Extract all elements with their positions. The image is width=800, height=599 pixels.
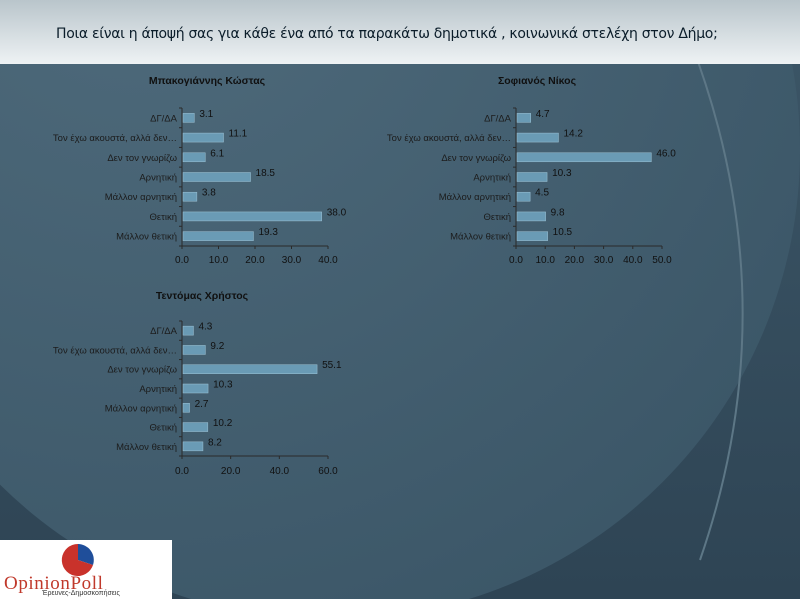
bar bbox=[516, 113, 531, 123]
data-label: 55.1 bbox=[322, 360, 342, 371]
data-label: 8.2 bbox=[208, 437, 222, 448]
data-label: 18.5 bbox=[256, 168, 276, 179]
data-label: 2.7 bbox=[195, 399, 209, 410]
bar bbox=[516, 211, 546, 222]
bar bbox=[182, 345, 206, 355]
bar bbox=[182, 364, 318, 374]
opinionpoll-logo bbox=[0, 540, 172, 599]
x-tick-label: 60.0 bbox=[318, 466, 338, 477]
category-label: Δεν τον γνωρίζω bbox=[107, 365, 177, 376]
category-label: Μάλλον θετική bbox=[450, 232, 511, 243]
data-label: 10.5 bbox=[553, 227, 573, 238]
logo-name: OpinionPoll bbox=[4, 573, 104, 594]
logo-subtitle: Έρευνες-Δημοσκοπήσεις bbox=[42, 590, 120, 597]
x-tick-label: 40.0 bbox=[318, 255, 338, 266]
bar bbox=[182, 191, 198, 202]
category-label: Δεν τον γνωρίζω bbox=[441, 153, 511, 164]
x-tick-label: 40.0 bbox=[270, 466, 290, 477]
category-label: Τον έχω ακουστά, αλλά δεν… bbox=[387, 133, 511, 144]
category-label: Μάλλον αρνητική bbox=[439, 192, 511, 203]
category-label: Μάλλον θετική bbox=[116, 232, 177, 243]
x-tick-label: 30.0 bbox=[282, 255, 302, 266]
category-label: ΔΓ/ΔΑ bbox=[150, 326, 178, 337]
data-label: 10.2 bbox=[213, 418, 233, 429]
category-label: Θετική bbox=[149, 423, 177, 434]
title-bar bbox=[0, 0, 800, 64]
bar bbox=[182, 441, 204, 452]
data-label: 10.3 bbox=[552, 168, 572, 179]
bar bbox=[182, 403, 190, 413]
bar bbox=[182, 325, 194, 336]
x-tick-label: 10.0 bbox=[209, 255, 229, 266]
bar bbox=[182, 132, 224, 143]
chart-title: Τεντόμας Χρήστος bbox=[156, 290, 249, 302]
x-tick-label: 30.0 bbox=[594, 255, 614, 266]
category-label: Θετική bbox=[483, 212, 511, 223]
data-label: 10.3 bbox=[213, 380, 233, 391]
data-label: 46.0 bbox=[656, 148, 676, 159]
bar bbox=[516, 172, 548, 182]
bar bbox=[182, 152, 206, 163]
data-label: 19.3 bbox=[258, 227, 278, 238]
bar bbox=[182, 383, 209, 394]
data-label: 4.7 bbox=[536, 109, 550, 120]
logo-pie-icon bbox=[61, 543, 94, 576]
category-label: Αρνητική bbox=[139, 384, 177, 395]
category-label: ΔΓ/ΔΑ bbox=[150, 113, 178, 124]
data-label: 4.3 bbox=[198, 322, 212, 333]
category-label: Μάλλον θετική bbox=[116, 442, 177, 453]
bar bbox=[182, 422, 209, 432]
category-label: Τον έχω ακουστά, αλλά δεν… bbox=[53, 133, 177, 144]
data-label: 38.0 bbox=[327, 207, 347, 218]
x-tick-label: 0.0 bbox=[175, 255, 189, 266]
x-tick-label: 50.0 bbox=[652, 255, 672, 266]
bar bbox=[516, 132, 559, 143]
category-label: Μάλλον αρνητική bbox=[105, 192, 177, 203]
data-label: 9.2 bbox=[210, 341, 224, 352]
category-label: Αρνητική bbox=[139, 173, 177, 184]
data-label: 11.1 bbox=[229, 129, 248, 140]
chart-title: Μπακογιάννης Κώστας bbox=[149, 75, 266, 87]
data-label: 14.2 bbox=[563, 129, 583, 140]
data-label: 3.1 bbox=[199, 109, 213, 120]
chart-3: Τεντόμας Χρήστος ΔΓ/ΔΑ 4.3 Τον έχω ακουστά,… bbox=[53, 290, 342, 477]
chart-2: Σοφιανός Νίκος ΔΓ/ΔΑ 4.7 Τον έχω ακουστά, α… bbox=[387, 75, 676, 266]
page-title: Ποια είναι η άποψή σας για κάθε ένα από … bbox=[56, 26, 718, 42]
x-tick-label: 0.0 bbox=[175, 466, 189, 477]
x-tick-label: 40.0 bbox=[623, 255, 643, 266]
chart-title: Σοφιανός Νίκος bbox=[498, 75, 577, 87]
x-tick-label: 20.0 bbox=[221, 466, 241, 477]
category-label: ΔΓ/ΔΑ bbox=[484, 113, 512, 124]
category-label: Αρνητική bbox=[473, 173, 511, 184]
bar bbox=[182, 211, 322, 222]
background-arc bbox=[689, 39, 744, 561]
bar bbox=[516, 152, 652, 163]
bar bbox=[182, 113, 195, 123]
bar bbox=[516, 191, 531, 202]
x-tick-label: 20.0 bbox=[565, 255, 585, 266]
data-label: 3.8 bbox=[202, 188, 216, 199]
bar bbox=[516, 231, 548, 241]
category-label: Τον έχω ακουστά, αλλά δεν… bbox=[53, 345, 177, 356]
x-tick-label: 10.0 bbox=[535, 255, 555, 266]
x-tick-label: 0.0 bbox=[509, 255, 523, 266]
category-label: Δεν τον γνωρίζω bbox=[107, 153, 177, 164]
data-label: 9.8 bbox=[551, 207, 565, 218]
bar bbox=[182, 231, 254, 241]
data-label: 6.1 bbox=[210, 148, 224, 159]
bar bbox=[182, 172, 251, 182]
x-tick-label: 20.0 bbox=[245, 255, 265, 266]
data-label: 4.5 bbox=[535, 188, 549, 199]
category-label: Μάλλον αρνητική bbox=[105, 403, 177, 414]
category-label: Θετική bbox=[149, 212, 177, 223]
chart-1: Μπακογιάννης Κώστας ΔΓ/ΔΑ 3.1 Τον έχω ακουσ… bbox=[53, 75, 347, 266]
